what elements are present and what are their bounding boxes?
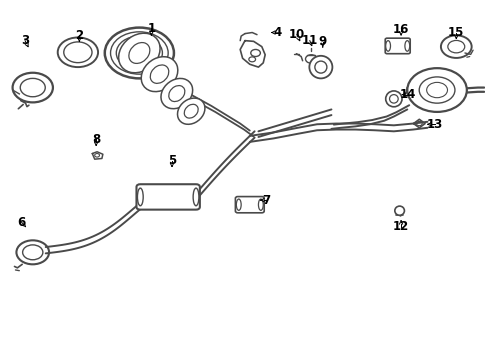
Ellipse shape xyxy=(395,206,404,215)
Text: 7: 7 xyxy=(263,194,270,207)
Text: 15: 15 xyxy=(448,26,465,39)
Text: 6: 6 xyxy=(18,216,26,229)
Ellipse shape xyxy=(141,57,178,91)
Text: 16: 16 xyxy=(393,23,409,36)
Text: 2: 2 xyxy=(75,29,83,42)
Ellipse shape xyxy=(137,188,143,206)
Ellipse shape xyxy=(193,188,199,206)
FancyBboxPatch shape xyxy=(385,38,410,54)
Ellipse shape xyxy=(161,78,193,109)
Text: 9: 9 xyxy=(318,35,327,48)
Ellipse shape xyxy=(309,56,332,78)
Text: 10: 10 xyxy=(289,28,305,41)
Ellipse shape xyxy=(258,199,263,210)
Circle shape xyxy=(407,68,467,112)
FancyBboxPatch shape xyxy=(137,184,200,210)
Text: 3: 3 xyxy=(21,34,29,47)
Text: 5: 5 xyxy=(168,154,176,167)
Text: 13: 13 xyxy=(427,118,443,131)
Ellipse shape xyxy=(119,33,160,73)
Text: 14: 14 xyxy=(400,88,416,101)
Text: 8: 8 xyxy=(92,133,100,146)
Ellipse shape xyxy=(177,98,205,124)
Ellipse shape xyxy=(386,91,402,107)
Ellipse shape xyxy=(386,41,391,51)
Text: 12: 12 xyxy=(393,220,409,233)
Text: 4: 4 xyxy=(273,26,282,39)
FancyBboxPatch shape xyxy=(235,197,264,213)
Text: 1: 1 xyxy=(147,22,155,35)
Ellipse shape xyxy=(405,41,410,51)
Ellipse shape xyxy=(236,199,241,210)
Text: 11: 11 xyxy=(302,34,318,47)
